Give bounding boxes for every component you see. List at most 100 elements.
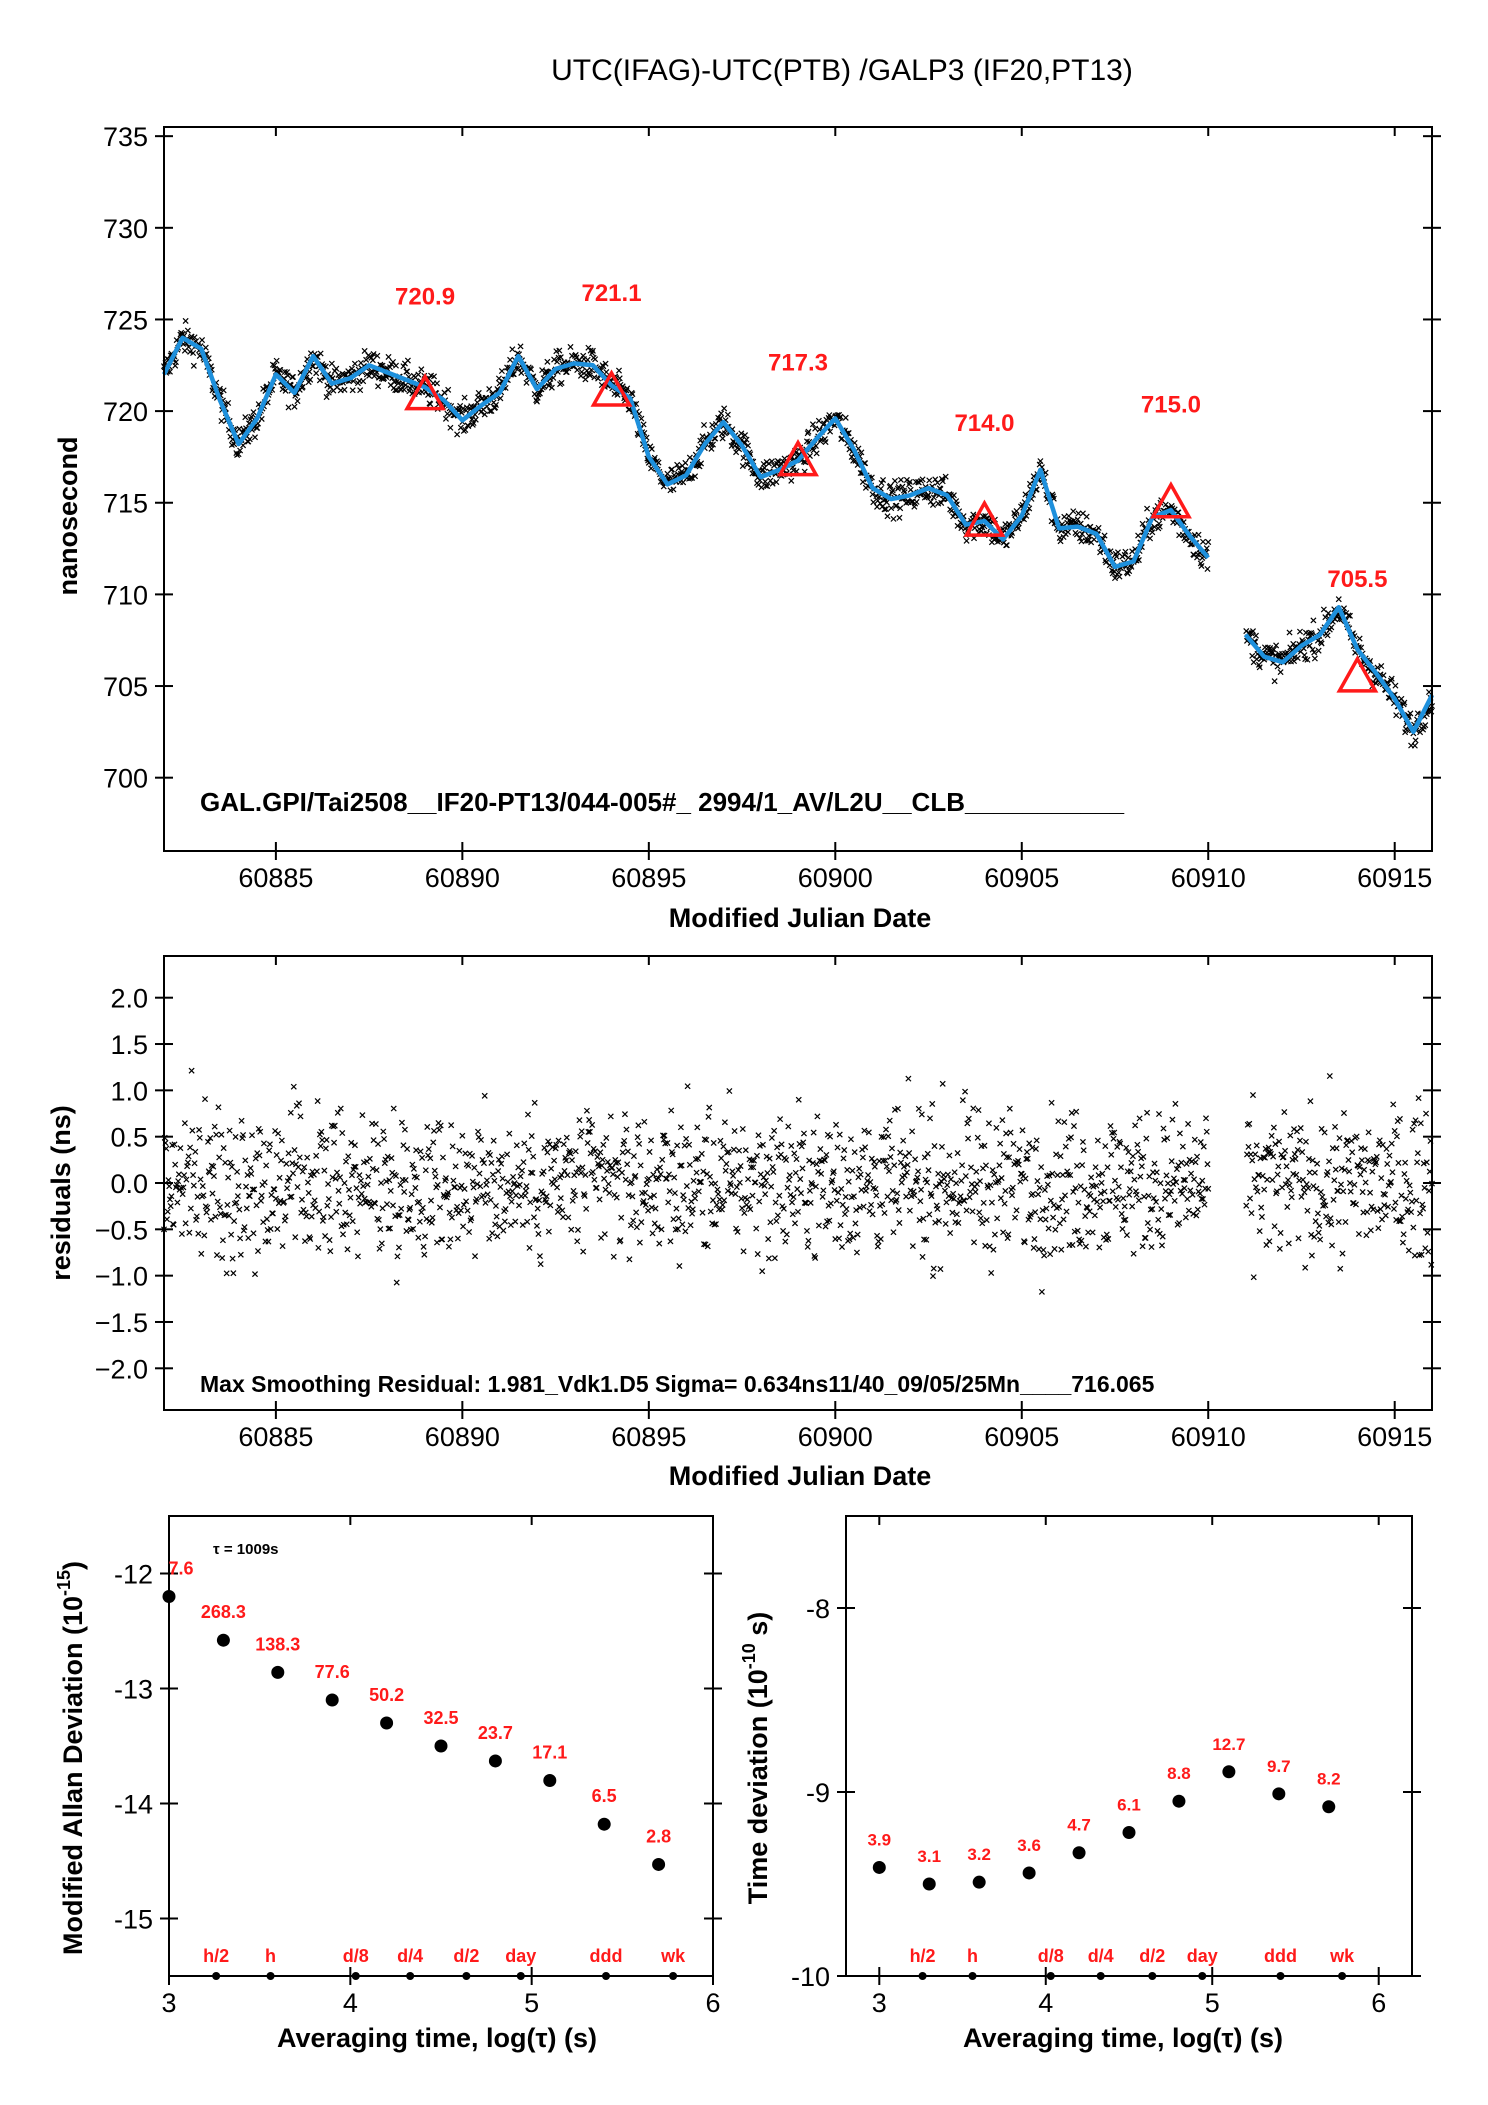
data-point bbox=[563, 368, 570, 376]
residual-point bbox=[1158, 1205, 1165, 1213]
residual-point bbox=[1108, 1151, 1115, 1158]
residual-point bbox=[235, 1183, 242, 1190]
residuals-axes: 60885 60890 60895 60900 60905 60910 60915−2.0−… bbox=[95, 955, 1441, 1452]
time-mark-label: h bbox=[265, 1946, 276, 1966]
residual-point bbox=[736, 1179, 743, 1186]
residual-point bbox=[442, 1175, 449, 1182]
deviation-label: 3.6 bbox=[1017, 1836, 1041, 1855]
residual-point bbox=[885, 1133, 892, 1140]
data-point bbox=[1116, 573, 1123, 580]
residual-point bbox=[601, 1231, 608, 1238]
data-point bbox=[401, 386, 408, 393]
residual-point bbox=[1033, 1137, 1040, 1144]
data-point bbox=[1198, 562, 1205, 570]
residual-point bbox=[190, 1172, 197, 1179]
residual-point bbox=[375, 1140, 382, 1148]
residual-point bbox=[181, 1172, 188, 1179]
residual-point bbox=[579, 1164, 586, 1171]
deviation-label: 32.5 bbox=[423, 1708, 458, 1728]
residual-point bbox=[510, 1173, 517, 1180]
data-point bbox=[441, 389, 448, 396]
data-point bbox=[721, 405, 728, 412]
residual-point bbox=[1041, 1252, 1048, 1259]
residual-point bbox=[1405, 1247, 1412, 1254]
residual-point bbox=[574, 1226, 581, 1233]
residual-point bbox=[322, 1145, 329, 1152]
data-point bbox=[418, 366, 425, 373]
residual-point bbox=[873, 1192, 880, 1199]
residual-point bbox=[398, 1205, 405, 1212]
y-tick-label: -12 bbox=[114, 1560, 153, 1590]
residual-point bbox=[175, 1171, 182, 1178]
data-point bbox=[893, 502, 900, 509]
residual-point bbox=[759, 1141, 766, 1148]
data-point bbox=[1064, 529, 1072, 536]
data-point bbox=[1128, 563, 1135, 570]
residual-point bbox=[642, 1201, 649, 1208]
residual-point bbox=[704, 1243, 711, 1250]
residual-point bbox=[307, 1235, 314, 1242]
data-point bbox=[515, 365, 522, 372]
residual-point bbox=[558, 1171, 565, 1178]
data-point bbox=[894, 485, 901, 492]
residual-point bbox=[319, 1137, 326, 1144]
residual-point bbox=[1317, 1188, 1324, 1196]
data-point bbox=[624, 385, 631, 392]
residual-point bbox=[1123, 1144, 1130, 1151]
residual-point bbox=[196, 1134, 203, 1141]
residual-point bbox=[1002, 1187, 1009, 1194]
residual-point bbox=[1277, 1229, 1284, 1236]
triangle-marker bbox=[590, 369, 633, 407]
residual-point bbox=[1084, 1204, 1091, 1212]
residual-point bbox=[601, 1175, 608, 1182]
mdev-ylabel-exponent: -15 bbox=[54, 1570, 74, 1596]
residual-point bbox=[192, 1148, 199, 1155]
residual-point bbox=[257, 1128, 264, 1135]
residual-point bbox=[950, 1195, 957, 1202]
data-point bbox=[371, 373, 378, 380]
data-point bbox=[1425, 689, 1433, 696]
data-point bbox=[1037, 458, 1044, 465]
residual-point bbox=[944, 1182, 951, 1189]
residual-point bbox=[316, 1208, 323, 1215]
data-point bbox=[465, 423, 472, 430]
residual-point bbox=[278, 1157, 285, 1164]
time-mark-label: d/4 bbox=[1088, 1946, 1114, 1966]
residual-point bbox=[1026, 1140, 1033, 1147]
residual-point bbox=[471, 1164, 478, 1171]
residual-point bbox=[1114, 1196, 1122, 1203]
residual-point bbox=[788, 1142, 795, 1149]
residual-point bbox=[1408, 1209, 1415, 1216]
residual-point bbox=[342, 1158, 350, 1165]
residual-point bbox=[1196, 1181, 1203, 1188]
residual-point bbox=[1129, 1153, 1136, 1160]
data-point bbox=[498, 367, 505, 375]
residual-point bbox=[959, 1097, 966, 1104]
residual-point bbox=[997, 1195, 1004, 1202]
residual-point bbox=[1128, 1159, 1135, 1166]
residual-point bbox=[599, 1156, 606, 1163]
residual-point bbox=[1164, 1135, 1171, 1142]
data-point bbox=[1149, 529, 1156, 536]
data-point bbox=[379, 362, 386, 369]
residual-point bbox=[943, 1199, 950, 1206]
residual-point bbox=[753, 1152, 761, 1159]
data-point bbox=[307, 376, 314, 383]
data-point bbox=[762, 482, 769, 489]
data-point bbox=[1422, 722, 1429, 729]
residual-point bbox=[278, 1137, 285, 1144]
data-point bbox=[291, 403, 298, 410]
x-tick-label: 60895 bbox=[611, 863, 686, 893]
residual-point bbox=[810, 1129, 817, 1136]
residual-point bbox=[1024, 1155, 1031, 1162]
residual-point bbox=[279, 1243, 286, 1250]
residual-point bbox=[618, 1214, 625, 1221]
residual-point bbox=[625, 1192, 632, 1199]
residual-point bbox=[1269, 1176, 1276, 1184]
deviation-label: 77.6 bbox=[315, 1662, 350, 1682]
data-point bbox=[1335, 596, 1342, 603]
residual-point bbox=[249, 1186, 256, 1193]
residual-point bbox=[979, 1220, 986, 1227]
tdev-ylabel-end: s) bbox=[743, 1612, 773, 1644]
residual-point bbox=[905, 1075, 912, 1082]
